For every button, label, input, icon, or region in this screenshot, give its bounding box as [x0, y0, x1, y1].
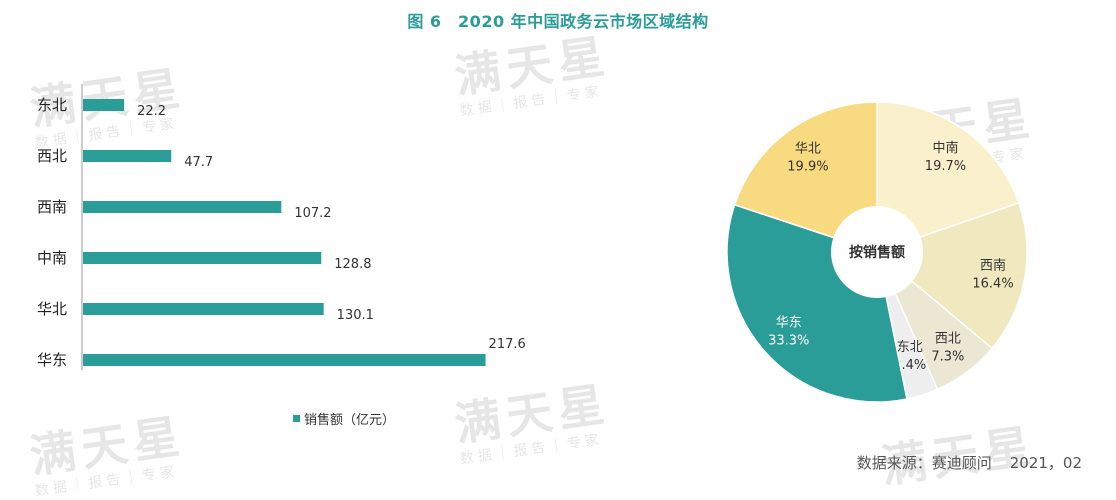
value-label: 107.2: [294, 206, 331, 221]
bar: [83, 252, 322, 264]
legend-label: 销售额（亿元）: [304, 413, 396, 428]
slice-percent-label: 19.7%: [925, 159, 966, 174]
slice-name-label: 东北: [897, 340, 923, 355]
source-note: 数据来源：赛迪顾问 2021，02: [857, 452, 1082, 473]
slice-name-label: 西南: [980, 257, 1006, 273]
value-label: 47.7: [184, 155, 213, 170]
slice-name-label: 西北: [935, 331, 961, 346]
donut-chart: 中南19.7%西南16.4%西北7.3%东北3.4%华东33.3%华北19.9%…: [726, 101, 1028, 403]
donut-center-label: 按销售额: [849, 244, 905, 261]
bar-legend: 销售额（亿元）: [293, 409, 395, 428]
bar-chart: 东北 22.2 西北 47.7 西南 107.2 中南 128.8 华北 130.1 华东 217.6: [37, 84, 526, 370]
slice-percent-label: 16.4%: [972, 276, 1013, 291]
bar: [83, 303, 324, 315]
legend-swatch: [293, 415, 300, 422]
value-label: 128.8: [334, 257, 371, 272]
category-label: 华北: [37, 300, 67, 318]
category-label: 西南: [37, 198, 67, 216]
value-label: 217.6: [489, 337, 526, 352]
slice-name-label: 中南: [932, 140, 958, 156]
category-label: 东北: [37, 96, 67, 114]
source-date: 2021，02: [1009, 454, 1082, 472]
source-text: 数据来源：赛迪顾问: [856, 454, 992, 472]
bar: [83, 354, 486, 366]
category-label: 西北: [37, 147, 67, 165]
chart-title: 图 6 2020 年中国政务云市场区域结构: [407, 12, 709, 31]
slice-name-label: 华东: [776, 315, 802, 330]
category-label: 华东: [37, 351, 67, 369]
pie-slice: [733, 101, 878, 254]
bar: [83, 99, 125, 111]
slice-percent-label: 33.3%: [768, 333, 809, 348]
value-label: 22.2: [137, 104, 166, 119]
slice-percent-label: 19.9%: [787, 159, 828, 174]
value-label: 130.1: [337, 308, 374, 323]
slice-name-label: 华北: [795, 141, 821, 156]
slice-percent-label: 7.3%: [931, 349, 964, 364]
donut-hole: [831, 206, 923, 298]
bar: [83, 201, 282, 213]
bar: [83, 150, 172, 162]
category-label: 中南: [37, 249, 67, 267]
